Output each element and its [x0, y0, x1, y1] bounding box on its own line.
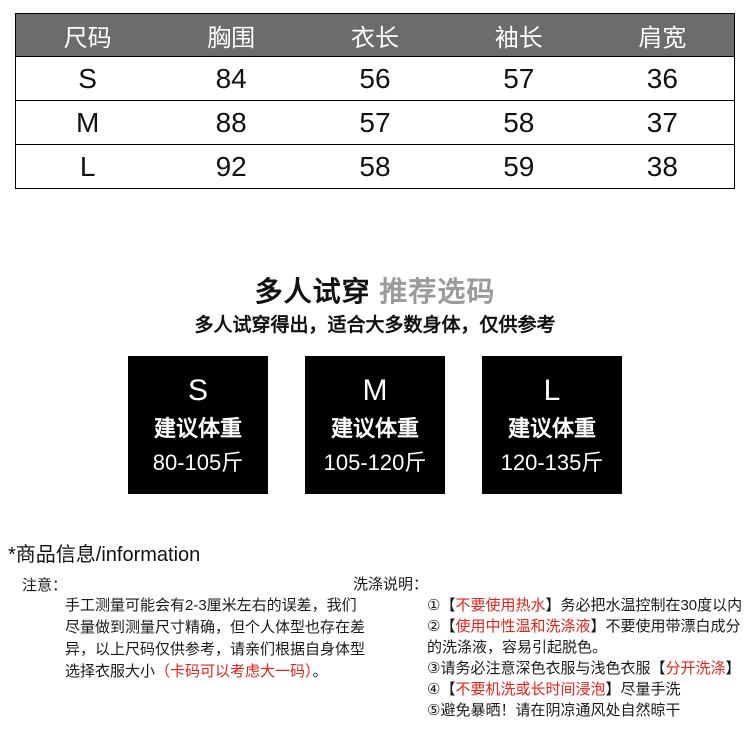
cell-sleeve: 59: [446, 144, 591, 189]
text-segment: 】不要使用带漂白成分: [590, 618, 741, 635]
highlighted-red-text: 不要使用热水: [455, 597, 546, 614]
cell-chest: 88: [159, 100, 304, 145]
size-chart-table: 尺码 胸围 衣长 袖长 肩宽 S 84 56 57 36 M 88 57 58 …: [15, 13, 735, 189]
cell-size: L: [15, 144, 160, 189]
text-segment: 】务必把水温控制在30度以内: [545, 597, 743, 614]
cell-size: M: [15, 100, 160, 145]
product-info-heading: *商品信息/information: [8, 544, 201, 566]
size-chart-header-row: 尺码 胸围 衣长 袖长 肩宽: [15, 13, 735, 57]
text-segment: ②【: [427, 618, 456, 635]
cell-length: 57: [303, 100, 447, 145]
weight-card-l: L 建议体重 120-135斤: [482, 356, 622, 494]
column-header-chest: 胸围: [159, 13, 304, 57]
wash-instruction-line: 的洗涤液，容易引起脱色。: [427, 637, 742, 658]
text-segment: 手工测量可能会有2-3厘米左右的误差，我们: [65, 597, 357, 614]
column-header-shoulder: 肩宽: [590, 13, 735, 57]
text-segment: 】尽量手洗: [605, 681, 681, 698]
weight-card-s: S 建议体重 80-105斤: [128, 356, 268, 494]
table-row-m: M 88 57 58 37: [15, 100, 735, 145]
weight-recommendation-cards: S 建议体重 80-105斤 M 建议体重 105-120斤 L 建议体重 12…: [0, 356, 750, 494]
wash-instruction-line: ②【使用中性温和洗涤液】不要使用带漂白成分: [427, 616, 742, 637]
card-weight-range: 120-135斤: [500, 450, 604, 475]
washing-instructions-list: ①【不要使用热水】务必把水温控制在30度以内 ②【使用中性温和洗涤液】不要使用带…: [427, 595, 742, 721]
cell-length: 56: [303, 56, 447, 101]
notice-line: 选择衣服大小（卡码可以考虑大一码）。: [65, 661, 365, 683]
fit-guide-title-main: 多人试穿: [254, 276, 371, 307]
washing-instructions-label: 洗涤说明：: [353, 576, 429, 593]
table-row-s: S 84 56 57 36: [15, 56, 735, 101]
card-size-letter: M: [362, 374, 388, 407]
wash-instruction-line: ④【不要机洗或长时间浸泡】尽量手洗: [427, 679, 742, 700]
table-row-l: L 92 58 59 38: [15, 144, 735, 189]
wash-instruction-line: ⑤避免暴晒！请在阴凉通风处自然晾干: [427, 700, 742, 721]
cell-size: S: [15, 56, 160, 101]
cell-sleeve: 57: [446, 56, 591, 101]
column-header-size: 尺码: [15, 13, 160, 57]
cell-shoulder: 36: [590, 56, 735, 101]
weight-card-m: M 建议体重 105-120斤: [305, 356, 445, 494]
text-segment: 】: [725, 660, 741, 677]
text-segment: 的洗涤液，容易引起脱色。: [427, 639, 608, 656]
fit-guide-section: 多人试穿 推荐选码 多人试穿得出，适合大多数身体，仅供参考 S 建议体重 80-…: [0, 276, 750, 494]
text-segment: 异，以上尺码仅供参考，请亲们根据自身体型: [65, 641, 366, 658]
highlighted-red-text: 分开洗涤: [665, 660, 726, 677]
notice-label: 注意：: [22, 577, 68, 594]
wash-instruction-line: ①【不要使用热水】务必把水温控制在30度以内: [427, 595, 742, 616]
text-segment: ④【: [427, 681, 456, 698]
column-header-sleeve: 袖长: [446, 13, 591, 57]
card-weight-label: 建议体重: [153, 416, 242, 441]
text-segment: ③请务必注意深色衣服与浅色衣服【: [427, 660, 666, 677]
cell-chest: 92: [159, 144, 304, 189]
card-size-letter: L: [543, 374, 561, 407]
text-segment: ⑤避免暴晒！请在阴凉通风处自然晾干: [427, 702, 681, 719]
highlighted-red-text: （卡码可以考虑大一码）: [155, 663, 313, 680]
fit-guide-subtitle: 多人试穿得出，适合大多数身体，仅供参考: [194, 315, 556, 336]
card-weight-label: 建议体重: [507, 416, 596, 441]
notice-line: 手工测量可能会有2-3厘米左右的误差，我们: [65, 595, 365, 617]
card-weight-label: 建议体重: [330, 416, 419, 441]
highlighted-red-text: 使用中性温和洗涤液: [455, 618, 591, 635]
text-segment: 选择衣服大小: [65, 663, 156, 680]
cell-length: 58: [303, 144, 447, 189]
fit-guide-title: 多人试穿 推荐选码: [0, 276, 750, 307]
cell-shoulder: 37: [590, 100, 735, 145]
fit-guide-title-sub: 推荐选码: [379, 276, 496, 307]
column-header-length: 衣长: [303, 13, 447, 57]
cell-sleeve: 58: [446, 100, 591, 145]
card-size-letter: S: [187, 374, 208, 407]
notice-line: 尽量做到测量尺寸精确，但个人体型也存在差: [65, 617, 365, 639]
text-segment: 尽量做到测量尺寸精确，但个人体型也存在差: [65, 619, 366, 636]
card-weight-range: 105-120斤: [323, 450, 427, 475]
cell-chest: 84: [159, 56, 304, 101]
card-weight-range: 80-105斤: [152, 450, 244, 475]
notice-line: 异，以上尺码仅供参考，请亲们根据自身体型: [65, 639, 365, 661]
wash-instruction-line: ③请务必注意深色衣服与浅色衣服【分开洗涤】: [427, 658, 742, 679]
notice-paragraph: 手工测量可能会有2-3厘米左右的误差，我们 尽量做到测量尺寸精确，但个人体型也存…: [65, 595, 365, 683]
cell-shoulder: 38: [590, 144, 735, 189]
highlighted-red-text: 不要机洗或长时间浸泡: [455, 681, 606, 698]
text-segment: 。: [312, 663, 328, 680]
text-segment: ①【: [427, 597, 456, 614]
